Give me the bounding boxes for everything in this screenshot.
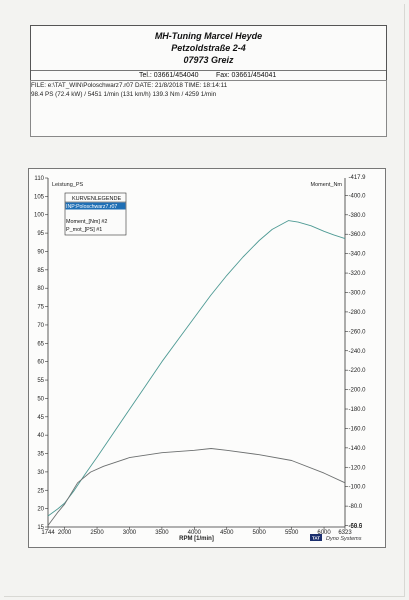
x-tick-label: 3000 <box>123 530 137 536</box>
right-tick-label: -240.0 <box>349 349 367 355</box>
fax-number: Fax: 03661/454041 <box>216 72 277 79</box>
left-tick-label: 70 <box>37 323 44 329</box>
right-tick-label: -120.0 <box>349 465 367 471</box>
x-tick-label: 6323 <box>338 530 352 536</box>
legend-box <box>64 192 127 236</box>
legend-item-torque[interactable]: Moment_[Nm] #2 <box>66 219 107 225</box>
left-tick-label: 50 <box>37 396 44 402</box>
right-axis-ticks: -60.0 -80.0 -100.0 -120.0 -140.0 -160.0 -180.0… <box>345 175 366 530</box>
dyno-systems-label: Dyno Systems <box>326 536 362 542</box>
right-tick-label: -180.0 <box>349 407 367 413</box>
power-curve <box>47 220 346 517</box>
file-info-line: FILE: e:\TAT_WIN\Poloschwarz7.r07 DATE: … <box>31 82 228 89</box>
right-axis-label: Moment_Nm <box>311 182 343 188</box>
x-tick-label: 2500 <box>90 530 104 536</box>
left-tick-label: 20 <box>37 507 44 513</box>
right-tick-label: -380.0 <box>349 213 367 219</box>
left-tick-label: 15 <box>37 525 44 531</box>
x-axis-label: RPM [1/min] <box>179 536 214 542</box>
right-tick-label: -200.0 <box>349 388 367 394</box>
right-axis-max-label: -417.9 <box>349 175 367 181</box>
x-tick-label: 1744 <box>41 530 55 536</box>
right-tick-label: -280.0 <box>349 310 367 316</box>
x-tick-label: 4500 <box>220 530 234 536</box>
right-tick-label: -340.0 <box>349 252 367 258</box>
left-tick-label: 105 <box>34 194 45 200</box>
curve-legend[interactable]: KURVENLEGENDE INP:Poloschwarz7.r07 Momen… <box>64 192 127 236</box>
left-tick-label: 35 <box>37 452 44 458</box>
x-axis-ticks: 1744 2000 2500 3000 3500 4000 4500 5000 5500 6000… <box>41 527 352 536</box>
phone-number: Tel.: 03661/454040 <box>139 72 199 79</box>
right-tick-label: -160.0 <box>349 426 367 432</box>
contact-row: Tel.: 03661/454040 Fax: 03661/454041 <box>31 70 386 81</box>
legend-selected-file[interactable]: INP:Poloschwarz7.r07 <box>66 204 117 210</box>
x-tick-label: 3500 <box>155 530 169 536</box>
right-tick-label: -220.0 <box>349 368 367 374</box>
left-tick-label: 80 <box>37 286 44 292</box>
left-axis-label: Leistung_PS <box>52 182 84 188</box>
right-tick-label: -140.0 <box>349 446 367 452</box>
right-tick-label: -300.0 <box>349 290 367 296</box>
x-tick-label: 5500 <box>285 530 299 536</box>
city-address: 07973 Greiz <box>183 55 234 65</box>
right-tick-label: -400.0 <box>349 193 367 199</box>
left-tick-label: 40 <box>37 433 44 439</box>
chart-axes <box>47 178 346 528</box>
x-tick-label: 5000 <box>253 530 267 536</box>
right-tick-label: -100.0 <box>349 485 367 491</box>
x-tick-label: 6000 <box>317 530 331 536</box>
legend-title: KURVENLEGENDE <box>72 196 121 202</box>
company-name: MH-Tuning Marcel Heyde <box>154 31 263 41</box>
right-tick-label: -60.0 <box>349 524 363 530</box>
left-tick-label: 75 <box>37 305 44 311</box>
x-tick-label: 4000 <box>188 530 202 536</box>
right-tick-label: -80.0 <box>349 504 363 510</box>
left-tick-label: 65 <box>37 341 44 347</box>
left-tick-label: 85 <box>37 268 44 274</box>
legend-item-power[interactable]: P_mot_[PS] #1 <box>66 227 102 233</box>
left-tick-label: 95 <box>37 231 44 237</box>
legend-selected-highlight <box>65 202 126 210</box>
file-info-box: FILE: e:\TAT_WIN\Poloschwarz7.r07 DATE: … <box>30 80 387 137</box>
tat-logo-block <box>310 534 322 541</box>
result-summary-line: 98.4 PS (72.4 kW) / 5451 1/min (131 km/h… <box>31 91 217 98</box>
left-tick-label: 100 <box>34 213 45 219</box>
left-tick-label: 55 <box>37 378 44 384</box>
right-tick-label: -260.0 <box>349 329 367 335</box>
torque-curve <box>47 448 346 526</box>
curves <box>47 220 346 526</box>
left-tick-label: 90 <box>37 249 44 255</box>
tat-logo-text: TAT <box>312 536 320 541</box>
left-tick-label: 30 <box>37 470 44 476</box>
left-axis-ticks: 15 20 25 30 35 40 45 50 55 60 65 70 75 80 85 90 95 100 105… <box>34 176 48 531</box>
left-tick-label: 25 <box>37 488 44 494</box>
left-tick-label: 110 <box>34 176 44 182</box>
right-tick-label: -320.0 <box>349 271 367 277</box>
page-edge <box>4 4 405 597</box>
left-tick-label: 45 <box>37 415 44 421</box>
dyno-branding: TAT Dyno Systems <box>310 534 362 542</box>
right-axis-min-label: -58.5 <box>349 524 363 530</box>
x-tick-label: 2000 <box>58 530 72 536</box>
street-address: Petzoldstraße 2-4 <box>171 43 246 53</box>
left-tick-label: 60 <box>37 360 44 366</box>
right-tick-label: -360.0 <box>349 232 367 238</box>
